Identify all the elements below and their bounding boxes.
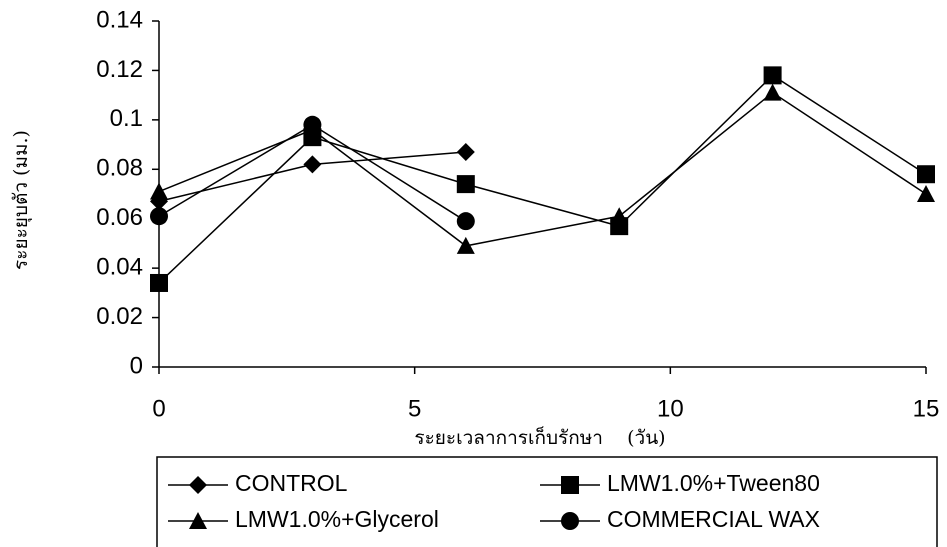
data-point	[303, 155, 321, 173]
data-point	[457, 143, 475, 161]
legend-marker	[561, 512, 579, 530]
y-tick-label: 0.08	[96, 155, 143, 182]
data-point	[917, 165, 935, 183]
legend-marker	[561, 476, 579, 494]
y-tick-label: 0.1	[110, 105, 143, 132]
x-tick-label: 15	[913, 395, 940, 422]
data-point	[303, 116, 321, 134]
x-tick-label: 5	[408, 395, 421, 422]
data-point	[764, 66, 782, 84]
y-tick-label: 0.12	[96, 56, 143, 83]
data-point	[150, 183, 168, 200]
data-point	[917, 185, 935, 202]
y-tick-label: 0.04	[96, 253, 143, 280]
x-tick-label: 0	[152, 395, 165, 422]
legend-label: COMMERCIAL WAX	[607, 506, 820, 532]
y-tick-label: 0.02	[96, 303, 143, 330]
data-point	[610, 207, 628, 224]
data-point	[764, 84, 782, 101]
series-line	[159, 93, 926, 246]
data-point	[457, 175, 475, 193]
data-point	[457, 212, 475, 230]
legend-marker	[189, 476, 207, 494]
y-axis-title: ระยะยุบตัว (มม.)	[10, 130, 33, 270]
x-axis-title: ระยะเวลาการเก็บรักษา (วัน)	[414, 425, 665, 449]
legend-label: CONTROL	[235, 470, 348, 496]
data-point	[150, 207, 168, 225]
y-tick-label: 0.06	[96, 204, 143, 231]
y-tick-label: 0	[130, 352, 143, 379]
legend-label: LMW1.0%+Glycerol	[235, 506, 439, 532]
x-tick-label: 10	[657, 395, 684, 422]
chart: ระยะยุบตัว (มม.) ระยะเวลาการเก็บรักษา (ว…	[0, 0, 947, 547]
y-tick-label: 0.14	[96, 6, 143, 33]
legend-label: LMW1.0%+Tween80	[607, 470, 820, 496]
series-line	[159, 75, 926, 283]
data-point	[150, 274, 168, 292]
